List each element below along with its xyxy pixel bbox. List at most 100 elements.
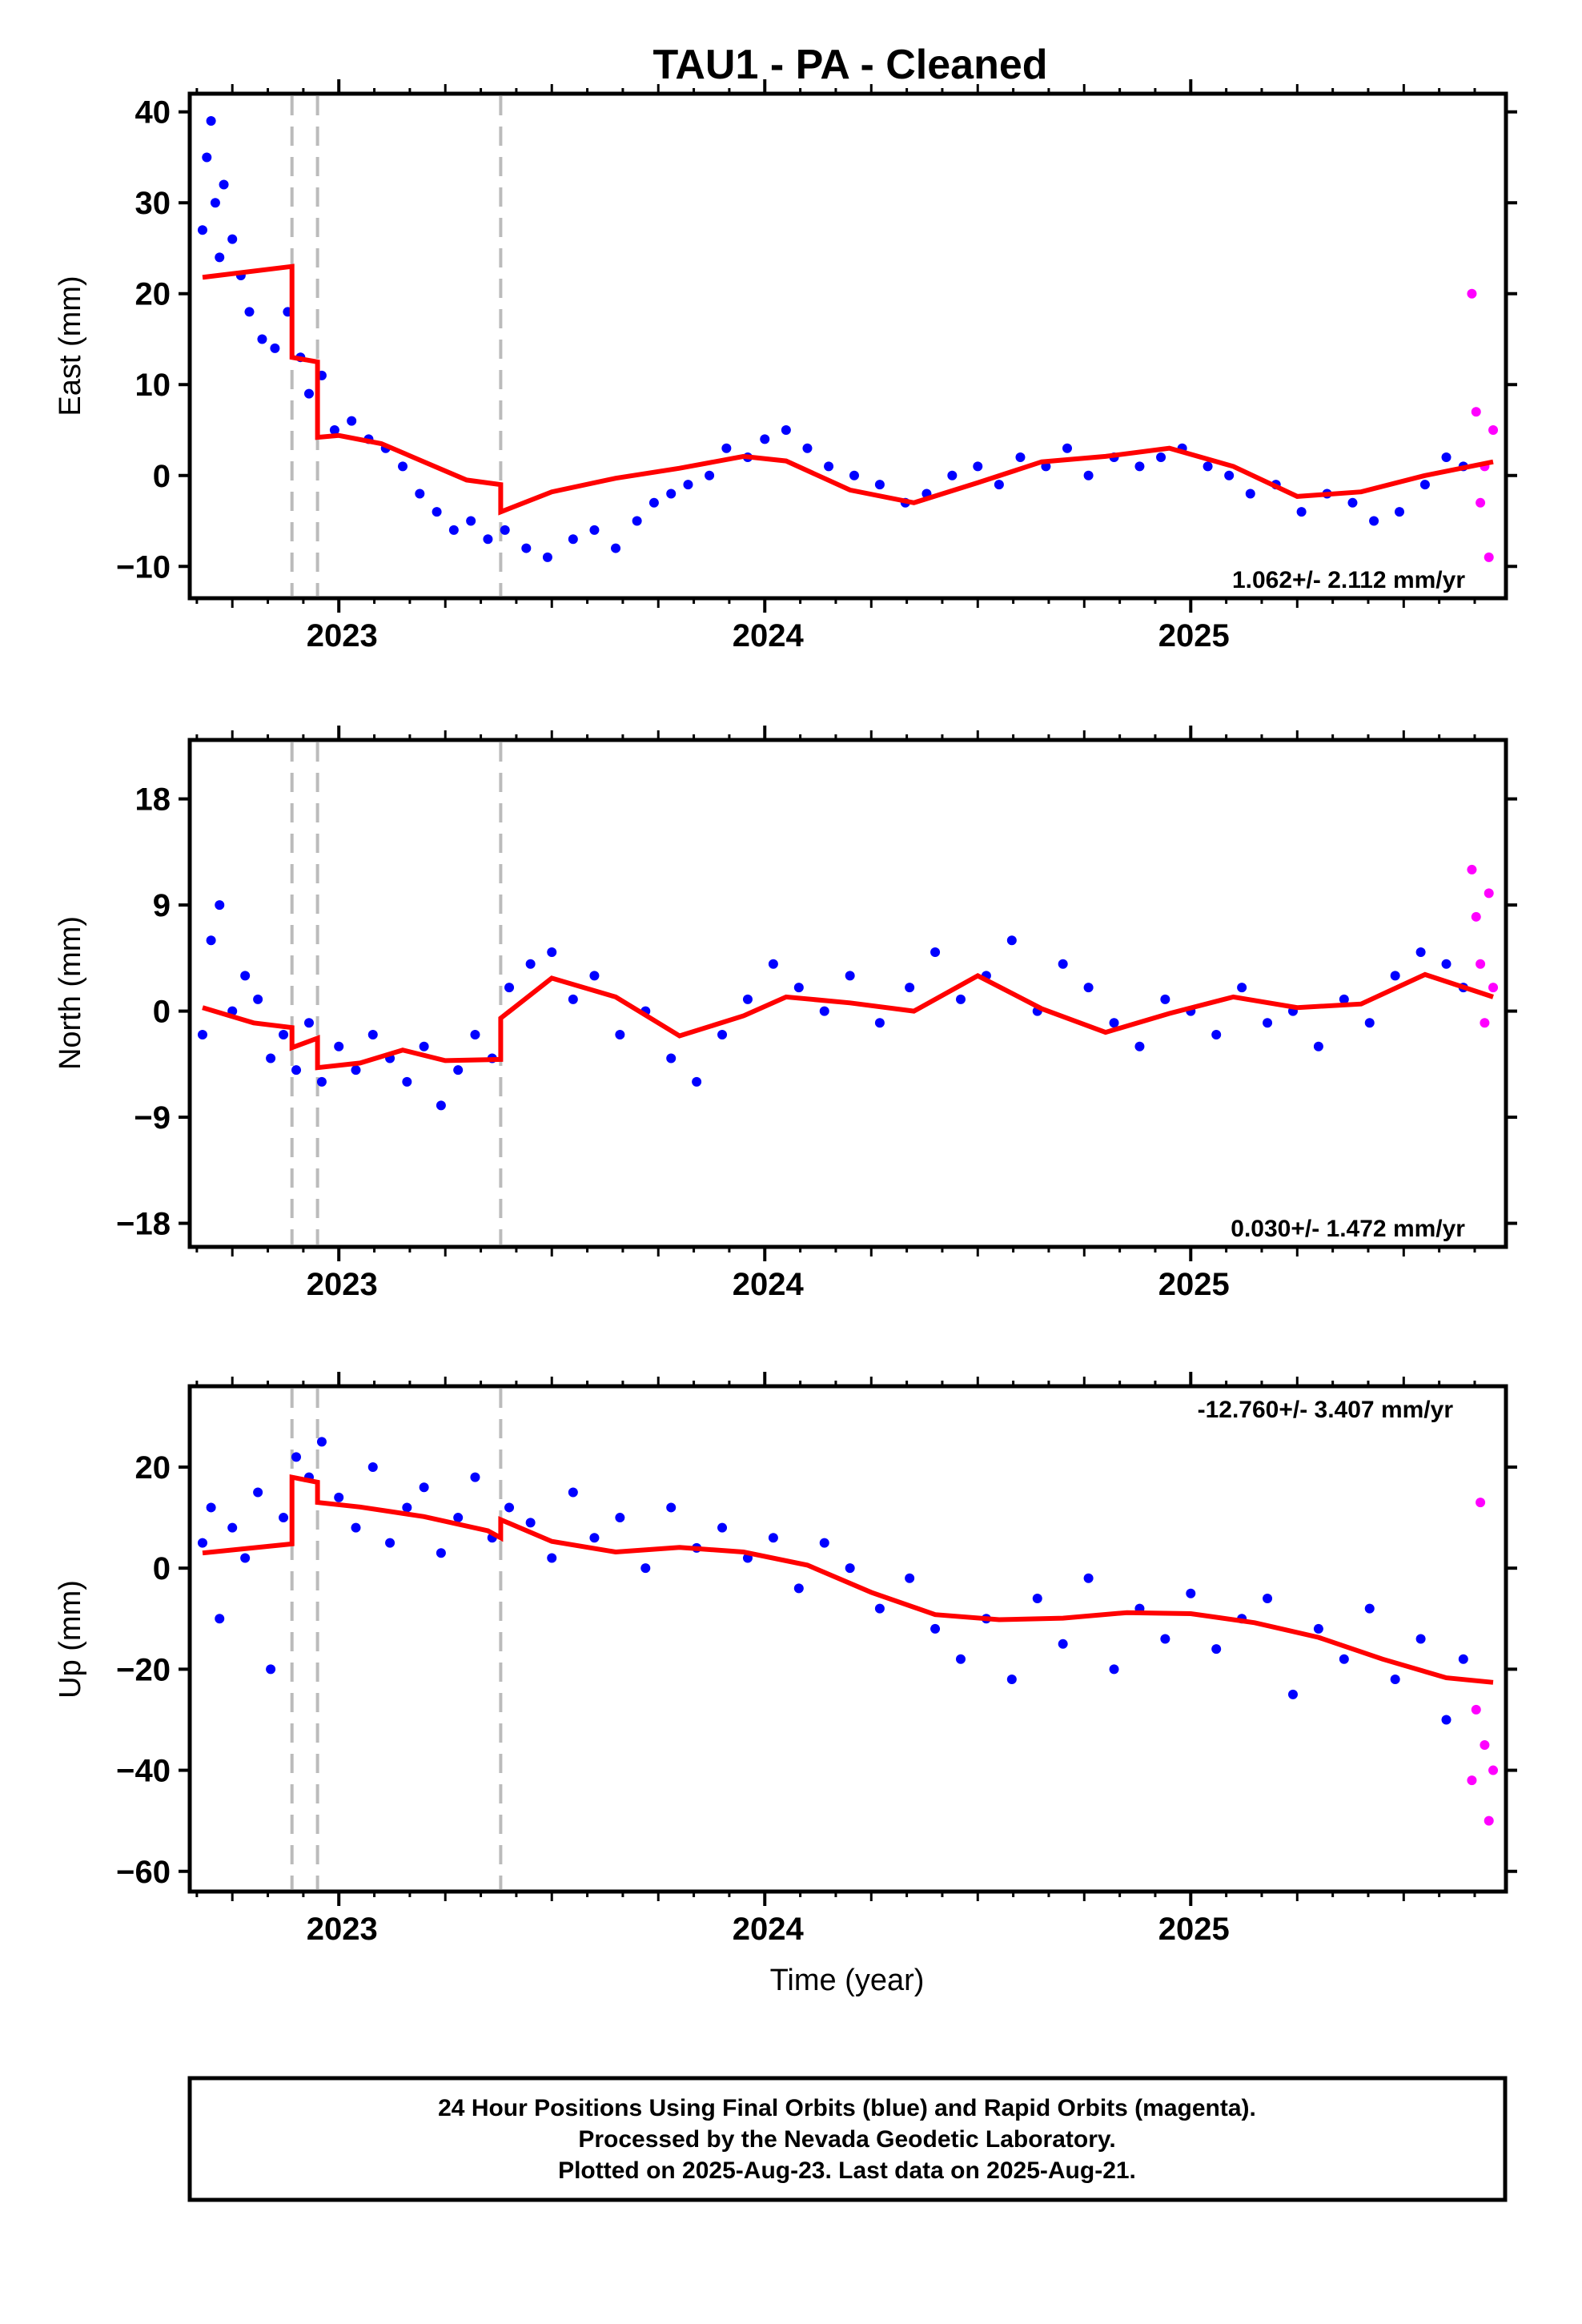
- north-x-tick-label: 2025: [1158, 1267, 1230, 1302]
- east-rapid-point: [1476, 497, 1486, 508]
- footer-line-2: Processed by the Nevada Geodetic Laborat…: [578, 2126, 1115, 2153]
- north-y-tick-label: −18: [116, 1207, 171, 1242]
- east-final-point: [219, 179, 229, 190]
- north-rapid-points: [1467, 864, 1499, 1028]
- east-final-point: [1347, 497, 1358, 508]
- up-final-point: [615, 1513, 625, 1523]
- north-x-axis: 2023 2024 2025: [195, 726, 1476, 1302]
- up-rapid-points: [1467, 1498, 1499, 1826]
- up-y-tick-label: −40: [116, 1754, 171, 1789]
- up-rapid-point: [1484, 1815, 1494, 1826]
- up-final-point: [568, 1487, 578, 1498]
- east-rapid-point: [1467, 288, 1477, 299]
- east-final-point: [303, 388, 314, 399]
- east-rapid-point: [1484, 552, 1494, 562]
- east-y-label: East (mm): [54, 275, 87, 416]
- footer-box: 24 Hour Positions Using Final Orbits (bl…: [187, 2076, 1508, 2202]
- east-final-point: [683, 480, 693, 490]
- up-final-point: [316, 1437, 327, 1447]
- east-final-point: [849, 470, 859, 480]
- east-final-point: [1062, 443, 1072, 453]
- north-x-tick-label: 2023: [307, 1267, 378, 1302]
- east-final-point: [1245, 489, 1255, 499]
- north-rapid-point: [1471, 911, 1481, 922]
- up-y-tick-label: −60: [116, 1855, 171, 1890]
- north-final-point: [1109, 1018, 1119, 1028]
- east-rapid-point: [1488, 425, 1499, 435]
- north-final-point: [1134, 1041, 1145, 1051]
- north-y-axis: −18 −9 0 9 18: [116, 782, 1517, 1242]
- north-final-point: [1339, 994, 1349, 1004]
- east-rapid-point: [1471, 407, 1481, 417]
- north-y-tick-label: 0: [153, 995, 171, 1030]
- up-final-point: [1339, 1654, 1349, 1664]
- north-rapid-point: [1488, 983, 1499, 993]
- up-final-point: [215, 1614, 225, 1624]
- north-final-point: [279, 1030, 289, 1040]
- up-final-point: [640, 1563, 651, 1574]
- up-final-point: [367, 1462, 378, 1472]
- up-x-tick-label: 2025: [1158, 1912, 1230, 1947]
- north-final-point: [351, 1065, 361, 1076]
- up-final-point: [1109, 1664, 1119, 1675]
- up-y-tick-label: 0: [153, 1551, 171, 1586]
- up-y-axis: −60 −40 −20 0 20: [116, 1450, 1517, 1890]
- north-rapid-point: [1476, 959, 1486, 969]
- north-final-point: [1364, 1018, 1375, 1028]
- up-final-point: [1458, 1654, 1468, 1664]
- east-final-point: [448, 525, 459, 535]
- north-final-point: [615, 1030, 625, 1040]
- up-final-point: [240, 1553, 251, 1563]
- east-final-point: [415, 489, 425, 499]
- up-final-point: [793, 1583, 804, 1594]
- up-final-point: [504, 1502, 515, 1513]
- up-x-axis: 2023 2024 2025: [195, 1372, 1476, 1947]
- north-final-point: [930, 947, 941, 957]
- east-final-point: [1296, 507, 1307, 517]
- north-final-point: [215, 900, 225, 911]
- up-rapid-point: [1471, 1704, 1481, 1715]
- east-y-tick-label: −10: [116, 549, 171, 585]
- east-rate: 1.062+/- 2.112 mm/yr: [1232, 567, 1465, 593]
- east-y-tick-label: 0: [153, 459, 171, 494]
- east-final-point: [589, 525, 600, 535]
- up-final-point: [1186, 1588, 1196, 1598]
- east-final-point: [802, 443, 813, 453]
- up-final-point: [1032, 1594, 1042, 1604]
- up-final-point: [1390, 1674, 1400, 1684]
- up-final-point: [955, 1654, 966, 1664]
- footer-line-3: Plotted on 2025-Aug-23. Last data on 202…: [558, 2157, 1136, 2184]
- east-final-point: [542, 552, 552, 562]
- up-final-point: [1211, 1644, 1222, 1655]
- up-final-point: [351, 1522, 361, 1533]
- east-final-point: [781, 425, 791, 435]
- up-y-label: Up (mm): [54, 1580, 87, 1699]
- north-final-point: [253, 994, 263, 1004]
- north-final-point: [845, 971, 855, 981]
- east-final-point: [398, 461, 408, 472]
- north-rapid-point: [1467, 864, 1477, 875]
- north-final-point: [1390, 971, 1400, 981]
- east-final-point: [347, 416, 357, 426]
- east-final-point: [432, 507, 442, 517]
- north-offset-lines: [290, 742, 503, 1244]
- up-final-point: [436, 1548, 446, 1558]
- footer-frame: [187, 2076, 1508, 2202]
- north-final-point: [1263, 1018, 1273, 1028]
- up-final-point: [402, 1502, 412, 1513]
- north-final-point: [316, 1076, 327, 1087]
- north-final-point: [1313, 1041, 1323, 1051]
- up-final-point: [1287, 1689, 1298, 1699]
- east-final-point: [1224, 470, 1235, 480]
- east-frame: [187, 91, 1508, 601]
- north-final-point: [768, 959, 778, 969]
- up-final-point: [930, 1623, 941, 1634]
- east-final-point: [270, 343, 280, 353]
- north-final-point: [793, 983, 804, 993]
- north-x-tick-label: 2024: [733, 1267, 805, 1302]
- up-rapid-point: [1467, 1775, 1477, 1786]
- north-final-point: [1237, 983, 1247, 993]
- north-model-line: [202, 971, 1494, 1071]
- up-final-point: [845, 1563, 855, 1574]
- north-final-point: [367, 1030, 378, 1040]
